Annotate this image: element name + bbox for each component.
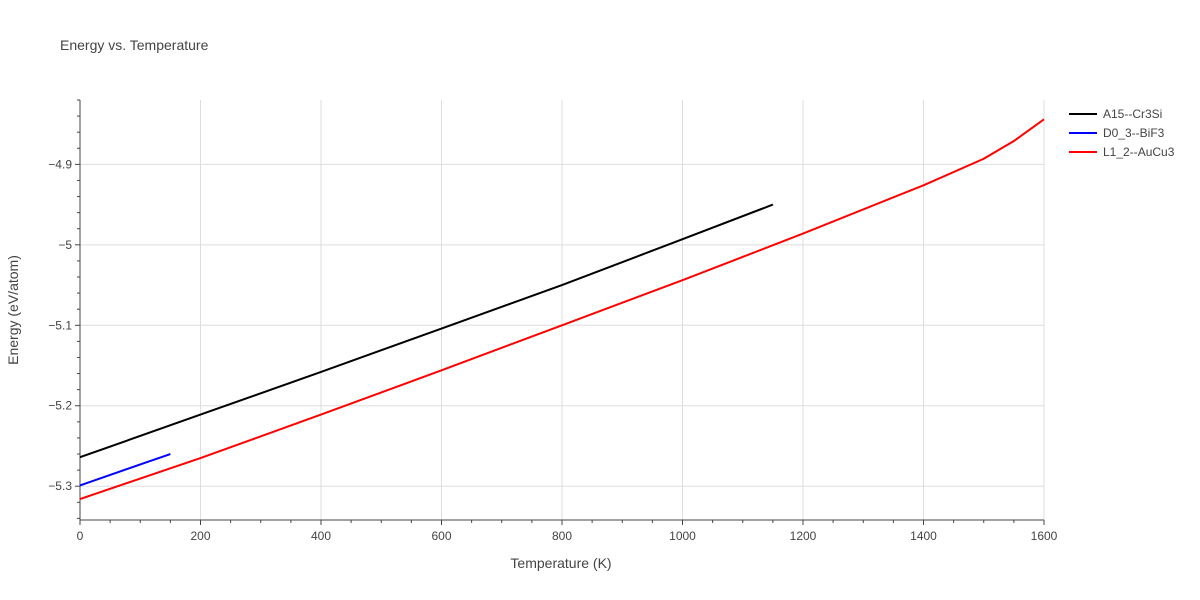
x-tick-label: 1600 — [1031, 529, 1058, 543]
x-tick-label: 200 — [190, 529, 210, 543]
legend-label-l1-2-aucu3: L1_2--AuCu3 — [1103, 145, 1175, 159]
series-line-a15-cr3si — [79, 203, 774, 459]
x-tick-label: 1200 — [790, 529, 817, 543]
y-tick-label: −4.9 — [48, 157, 72, 171]
axes: 0 200 400 600 800 1000 1200 1400 1600 −5.3 −5.2 −5.… — [48, 99, 1058, 543]
x-tick-label: 600 — [431, 529, 451, 543]
x-tick-label: 1000 — [669, 529, 696, 543]
y-tick-label: −5.3 — [48, 479, 72, 493]
series-line-d0-3-bif3 — [79, 453, 171, 487]
x-axis-title: Temperature (K) — [510, 555, 611, 571]
y-axis-title: Energy (eV/atom) — [5, 255, 21, 365]
series-line-l1-2-aucu3 — [79, 118, 1045, 501]
legend-label-a15-cr3si: A15--Cr3Si — [1103, 107, 1162, 121]
y-tick-label: −5.2 — [48, 399, 72, 413]
x-tick-label: 400 — [311, 529, 331, 543]
legend-label-d0-3-bif3: D0_3--BiF3 — [1103, 126, 1165, 140]
y-tick-label: −5.1 — [48, 318, 72, 332]
y-tick-label: −5 — [58, 238, 72, 252]
series-lines — [79, 118, 1045, 501]
legend: A15--Cr3Si D0_3--BiF3 L1_2--AuCu3 — [1069, 107, 1175, 159]
grid — [80, 100, 1045, 520]
x-tick-label: 800 — [552, 529, 572, 543]
x-tick-label: 0 — [77, 529, 84, 543]
x-tick-label: 1400 — [910, 529, 937, 543]
chart-title: Energy vs. Temperature — [60, 37, 209, 53]
